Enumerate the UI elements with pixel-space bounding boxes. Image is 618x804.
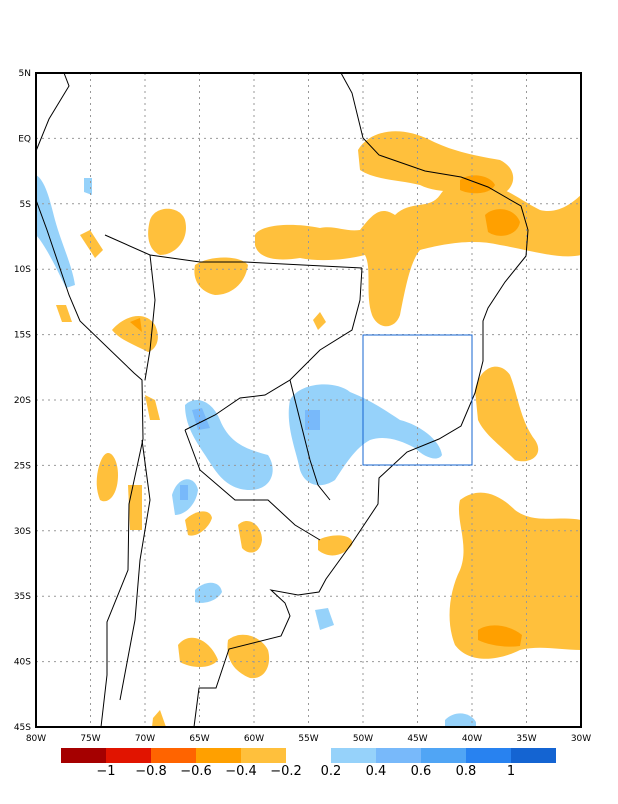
colorbar-label: −0.2	[270, 764, 302, 779]
contour-argentina-strong	[180, 485, 188, 500]
lon-label: 50W	[353, 734, 373, 744]
south-america-coastline-east	[193, 73, 529, 727]
lat-label: 40S	[14, 658, 31, 668]
contour-chile-north	[145, 395, 160, 420]
contour-peru-strong	[130, 318, 142, 332]
lon-label: 45W	[407, 734, 427, 744]
contour-atlantic-east	[475, 366, 539, 462]
lon-label: 55W	[298, 734, 318, 744]
lon-label: 40W	[462, 734, 482, 744]
contour-patagonia-2	[227, 634, 270, 679]
contour-small-bottom	[152, 710, 166, 727]
lat-label: 25S	[14, 461, 31, 471]
contour-brazil-strong	[305, 410, 320, 430]
colorbar-label: 0.6	[410, 764, 432, 779]
colorbar	[61, 748, 556, 763]
colorbar-label: 1	[506, 764, 516, 779]
lat-label: 20S	[14, 396, 31, 406]
lat-label: 10S	[14, 265, 31, 275]
contour-atlantic-south	[449, 492, 581, 659]
lon-label: 75W	[80, 734, 100, 744]
contour-bottom-atlantic	[445, 713, 476, 727]
colorbar-swatch-negative	[151, 748, 196, 763]
map-frame	[35, 72, 582, 728]
lat-label: 5N	[19, 69, 31, 79]
highlight-region-box	[362, 334, 473, 466]
lat-label: EQ	[18, 134, 31, 144]
contour-ne-brazil-strong-2	[485, 209, 520, 236]
contour-brazil-south	[288, 384, 442, 486]
lon-label: 70W	[135, 734, 155, 744]
contour-bolivia-north	[194, 257, 248, 295]
lat-label: 35S	[14, 592, 31, 602]
contour-small-1	[313, 312, 326, 330]
colorbar-swatch-positive	[331, 748, 376, 763]
contour-lima	[56, 305, 72, 322]
latitude-labels: 5N EQ 5S 10S 15S 20S 25S 30S 35S 40S 45S	[14, 69, 31, 733]
lat-label: 30S	[14, 527, 31, 537]
colorbar-swatch-positive	[376, 748, 421, 763]
colorbar-swatch-positive	[466, 748, 511, 763]
contour-peru-south	[112, 315, 158, 352]
lon-label: 35W	[516, 734, 536, 744]
lat-label: 5S	[20, 200, 32, 210]
colorbar-label: 0.4	[365, 764, 387, 779]
contour-chile-30s	[128, 485, 142, 530]
contour-pacific-coast	[36, 175, 75, 288]
country-borders	[104, 234, 363, 701]
contour-colombia-small	[84, 178, 92, 195]
contour-amazon-west	[148, 208, 186, 255]
contour-uruguay-coast	[315, 608, 334, 630]
south-america-coastline	[36, 73, 144, 727]
contour-patagonia-1	[178, 637, 218, 667]
contour-argentina-35s	[195, 582, 222, 603]
colorbar-label: −0.8	[135, 764, 167, 779]
colorbar-label: −1	[96, 764, 116, 779]
lon-label: 65W	[189, 734, 209, 744]
colorbar-swatch-positive	[421, 748, 466, 763]
colorbar-swatch-negative	[61, 748, 106, 763]
contour-chile-central	[96, 453, 118, 502]
colorbar-swatch-positive	[511, 748, 556, 763]
lat-label: 45S	[14, 723, 31, 733]
contour-argentina-31s	[238, 520, 262, 553]
contour-atlantic-strong	[478, 625, 522, 647]
lat-label: 15S	[14, 331, 31, 341]
contour-uruguay	[318, 535, 353, 556]
colorbar-label: 0.2	[320, 764, 342, 779]
contour-peru-coast	[80, 230, 103, 258]
colorbar-swatch-negative	[196, 748, 241, 763]
colorbar-swatch-negative	[106, 748, 151, 763]
lon-label: 30W	[571, 734, 591, 744]
lon-label: 80W	[26, 734, 46, 744]
colorbar-label: −0.6	[180, 764, 212, 779]
colorbar-label: −0.4	[225, 764, 257, 779]
longitude-labels: 80W 75W 70W 65W 60W 55W 50W 45W 40W 35W 30W	[26, 734, 591, 744]
lon-label: 60W	[244, 734, 264, 744]
colorbar-label: 0.8	[455, 764, 477, 779]
contour-argentina-29s	[185, 511, 212, 536]
colorbar-swatch-negative	[241, 748, 286, 763]
